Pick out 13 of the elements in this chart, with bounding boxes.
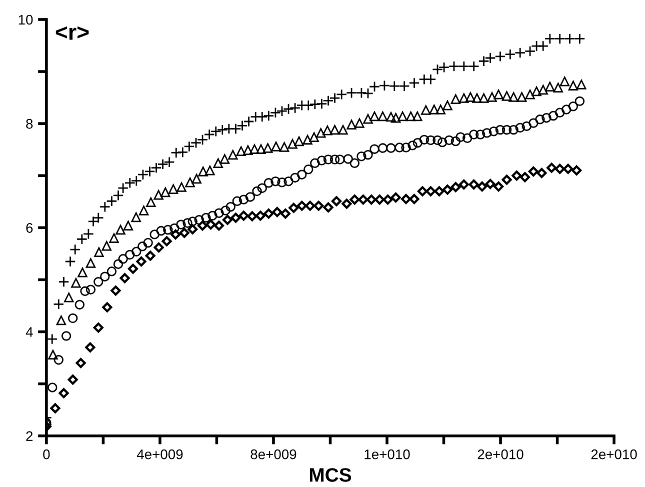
y-tick-label: 8 bbox=[26, 118, 33, 129]
y-tick-label: 6 bbox=[26, 223, 33, 233]
x-tick-label: 2e+010 bbox=[478, 449, 524, 460]
x-tick-label: 8e+009 bbox=[250, 449, 296, 460]
y-tick-label: 4 bbox=[26, 327, 33, 337]
y-tick-label: 2 bbox=[26, 431, 33, 441]
y-tick-label: 10 bbox=[18, 14, 33, 25]
y-axis-title: <r> bbox=[56, 26, 89, 40]
x-tick-label: 2e+010 bbox=[591, 449, 637, 460]
x-tick-label: 0 bbox=[43, 449, 50, 460]
x-axis-title: MCS bbox=[310, 468, 352, 482]
x-tick-label: 4e+009 bbox=[136, 449, 183, 460]
x-tick-label: 1e+010 bbox=[364, 449, 410, 460]
